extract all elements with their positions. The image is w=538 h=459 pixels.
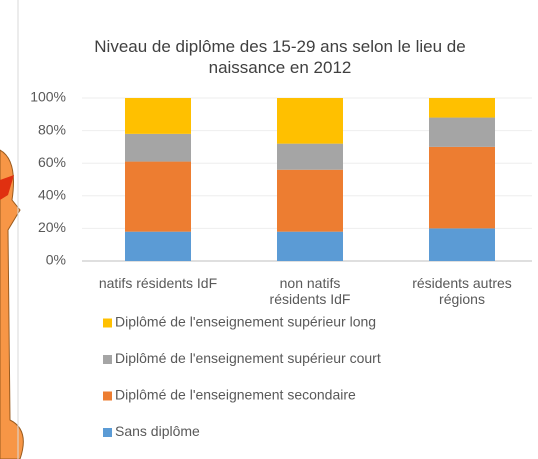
bar-segment [125, 231, 191, 261]
bar-segment [277, 143, 343, 170]
y-tick-label: 80% [38, 121, 66, 137]
bar-segment [277, 231, 343, 261]
decoration [0, 149, 24, 459]
x-tick-label: natifs résidents IdF [98, 275, 218, 291]
y-tick-label: 60% [38, 154, 66, 170]
y-tick-label: 100% [30, 89, 66, 105]
x-tick-label: non natifs résidents IdF [269, 275, 351, 307]
bar-segment [429, 228, 495, 261]
decoration [0, 175, 14, 200]
y-tick-label: 20% [38, 219, 66, 235]
bar-segment [125, 133, 191, 162]
bar-segment [429, 117, 495, 147]
y-tick-label: 0% [46, 252, 66, 268]
y-tick-label: 40% [38, 187, 66, 203]
x-tick-label: résidents autres régions [412, 275, 512, 307]
legend-label: Diplômé de l'enseignement secondaire [115, 387, 356, 403]
chart-title: Niveau de diplôme des 15-29 ans selon le… [94, 37, 466, 77]
bar-segment [277, 98, 343, 144]
legend-marker [103, 318, 112, 328]
legend-label: Sans diplôme [115, 423, 200, 439]
bar-segment [429, 98, 495, 118]
legend-label: Diplômé de l'enseignement supérieur cour… [115, 350, 381, 366]
legend-marker [103, 355, 112, 364]
bar-segment [277, 169, 343, 232]
legend-marker [103, 428, 112, 437]
bar-segment [125, 98, 191, 134]
legend-marker [103, 391, 112, 401]
bar-segment [429, 146, 495, 229]
legend-label: Diplômé de l'enseignement supérieur long [115, 314, 376, 330]
bar-segment [125, 161, 191, 232]
